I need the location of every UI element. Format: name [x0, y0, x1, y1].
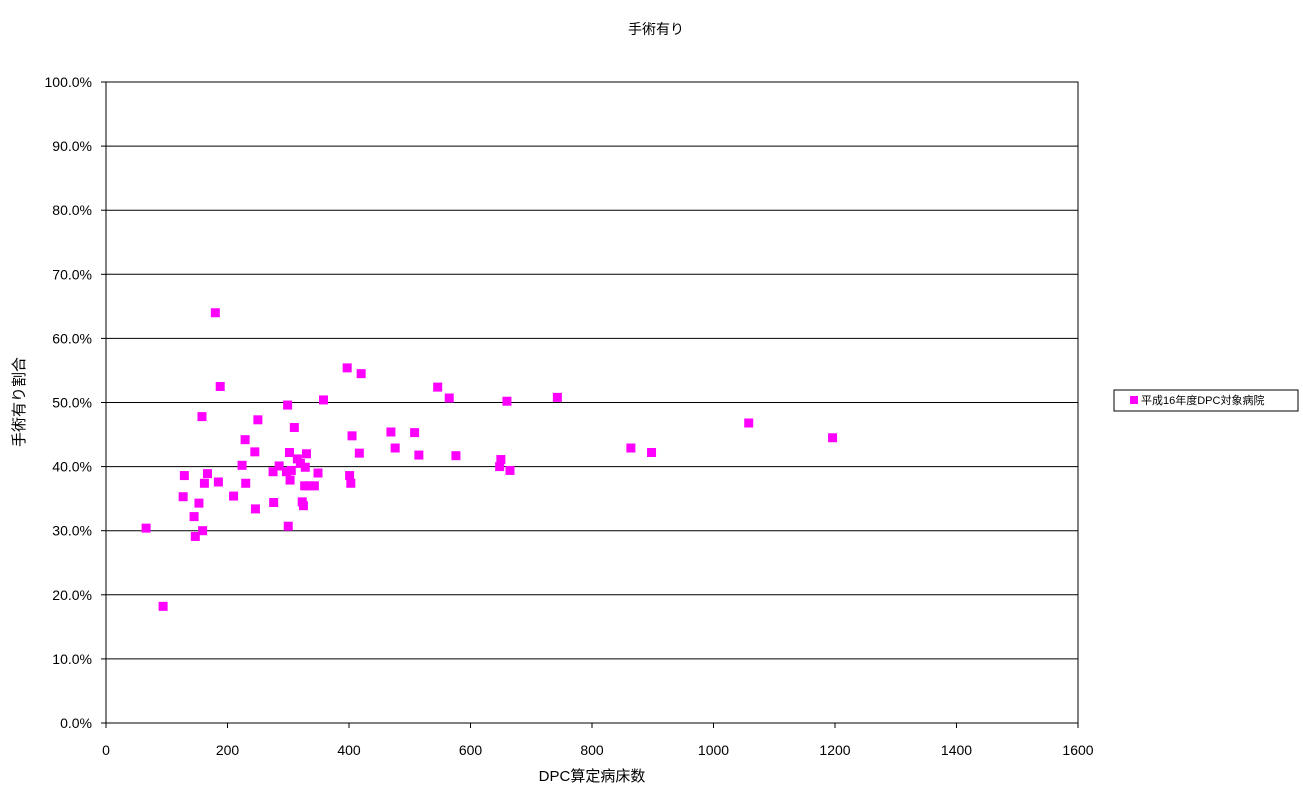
legend-label: 平成16年度DPC対象病院 — [1141, 393, 1264, 407]
data-point — [178, 492, 188, 502]
data-point — [158, 601, 168, 611]
x-tick-label: 1600 — [1062, 742, 1093, 758]
y-tick-label: 90.0% — [52, 138, 92, 154]
data-point — [828, 433, 838, 443]
y-tick-label: 80.0% — [52, 202, 92, 218]
x-tick-label: 1200 — [819, 742, 850, 758]
data-point — [289, 422, 299, 432]
data-points — [141, 308, 838, 611]
data-point — [356, 369, 366, 379]
x-tick-label: 0 — [102, 742, 110, 758]
x-tick-label: 1000 — [698, 742, 729, 758]
data-point — [318, 395, 328, 405]
data-point — [451, 451, 461, 461]
data-point — [189, 512, 199, 522]
y-tick-label: 70.0% — [52, 266, 92, 282]
legend-box — [1113, 389, 1299, 412]
y-axis-label: 手術有り割合 — [11, 357, 28, 447]
data-point — [647, 447, 657, 457]
data-point — [250, 447, 260, 457]
data-point — [345, 471, 355, 481]
data-point — [285, 475, 295, 485]
y-tick-label: 10.0% — [52, 651, 92, 667]
data-point — [213, 477, 223, 487]
data-point — [215, 381, 225, 391]
data-point — [295, 458, 305, 468]
data-point — [269, 497, 279, 507]
data-point — [552, 392, 562, 402]
data-point — [194, 498, 204, 508]
data-point — [433, 382, 443, 392]
data-point — [240, 435, 250, 445]
y-tick-label: 40.0% — [52, 459, 92, 475]
y-tick-label: 30.0% — [52, 523, 92, 539]
data-point — [237, 460, 247, 470]
data-point — [346, 478, 356, 488]
data-point — [305, 481, 315, 491]
data-point — [283, 521, 293, 531]
x-tick-label: 800 — [580, 742, 604, 758]
x-tick-label: 200 — [216, 742, 240, 758]
data-point — [414, 450, 424, 460]
data-point — [495, 462, 505, 472]
grid-lines — [106, 145, 1078, 660]
data-point — [444, 393, 454, 403]
data-point — [190, 531, 200, 541]
data-point — [626, 443, 636, 453]
data-point — [284, 447, 294, 457]
x-axis-label: DPC算定病床数 — [539, 767, 646, 785]
data-point — [253, 415, 263, 425]
data-point — [250, 504, 260, 514]
data-point — [300, 462, 310, 472]
chart-title: 手術有り — [628, 21, 684, 37]
data-point — [283, 400, 293, 410]
data-point — [309, 481, 319, 491]
x-axis-ticks: 0 200 400 600 800 1000 1200 1400 1600 — [102, 723, 1094, 758]
data-point — [410, 428, 420, 438]
data-point — [179, 471, 189, 481]
data-point — [210, 308, 220, 318]
data-point — [202, 469, 212, 479]
data-point — [281, 467, 291, 477]
data-point — [141, 523, 151, 533]
data-point — [274, 461, 284, 471]
data-point — [342, 363, 352, 373]
data-point — [390, 443, 400, 453]
data-point — [496, 455, 506, 465]
data-point — [744, 418, 754, 428]
data-point — [241, 478, 251, 488]
y-tick-label: 100.0% — [45, 74, 92, 90]
y-tick-label: 20.0% — [52, 587, 92, 603]
data-point — [502, 396, 512, 406]
data-point — [199, 478, 209, 488]
legend: 平成16年度DPC対象病院 — [1113, 389, 1299, 412]
x-tick-label: 1400 — [941, 742, 972, 758]
data-point — [268, 467, 278, 477]
data-point — [300, 481, 310, 491]
data-point — [313, 468, 323, 478]
data-point — [354, 448, 364, 458]
y-tick-label: 0.0% — [60, 715, 92, 731]
data-point — [198, 526, 208, 536]
data-point — [286, 465, 296, 475]
data-point — [505, 465, 515, 475]
data-point — [301, 449, 311, 459]
data-point — [298, 501, 308, 511]
data-point — [386, 427, 396, 437]
x-tick-label: 400 — [337, 742, 361, 758]
y-tick-label: 60.0% — [52, 330, 92, 346]
y-tick-label: 50.0% — [52, 395, 92, 411]
data-point — [229, 491, 239, 501]
legend-marker — [1130, 396, 1138, 404]
data-point — [197, 412, 207, 422]
x-tick-label: 600 — [459, 742, 483, 758]
data-point — [347, 431, 357, 441]
y-axis-ticks: 0.0% 10.0% 20.0% 30.0% 40.0% 50.0% 60.0% 70.0% 8… — [45, 74, 106, 731]
